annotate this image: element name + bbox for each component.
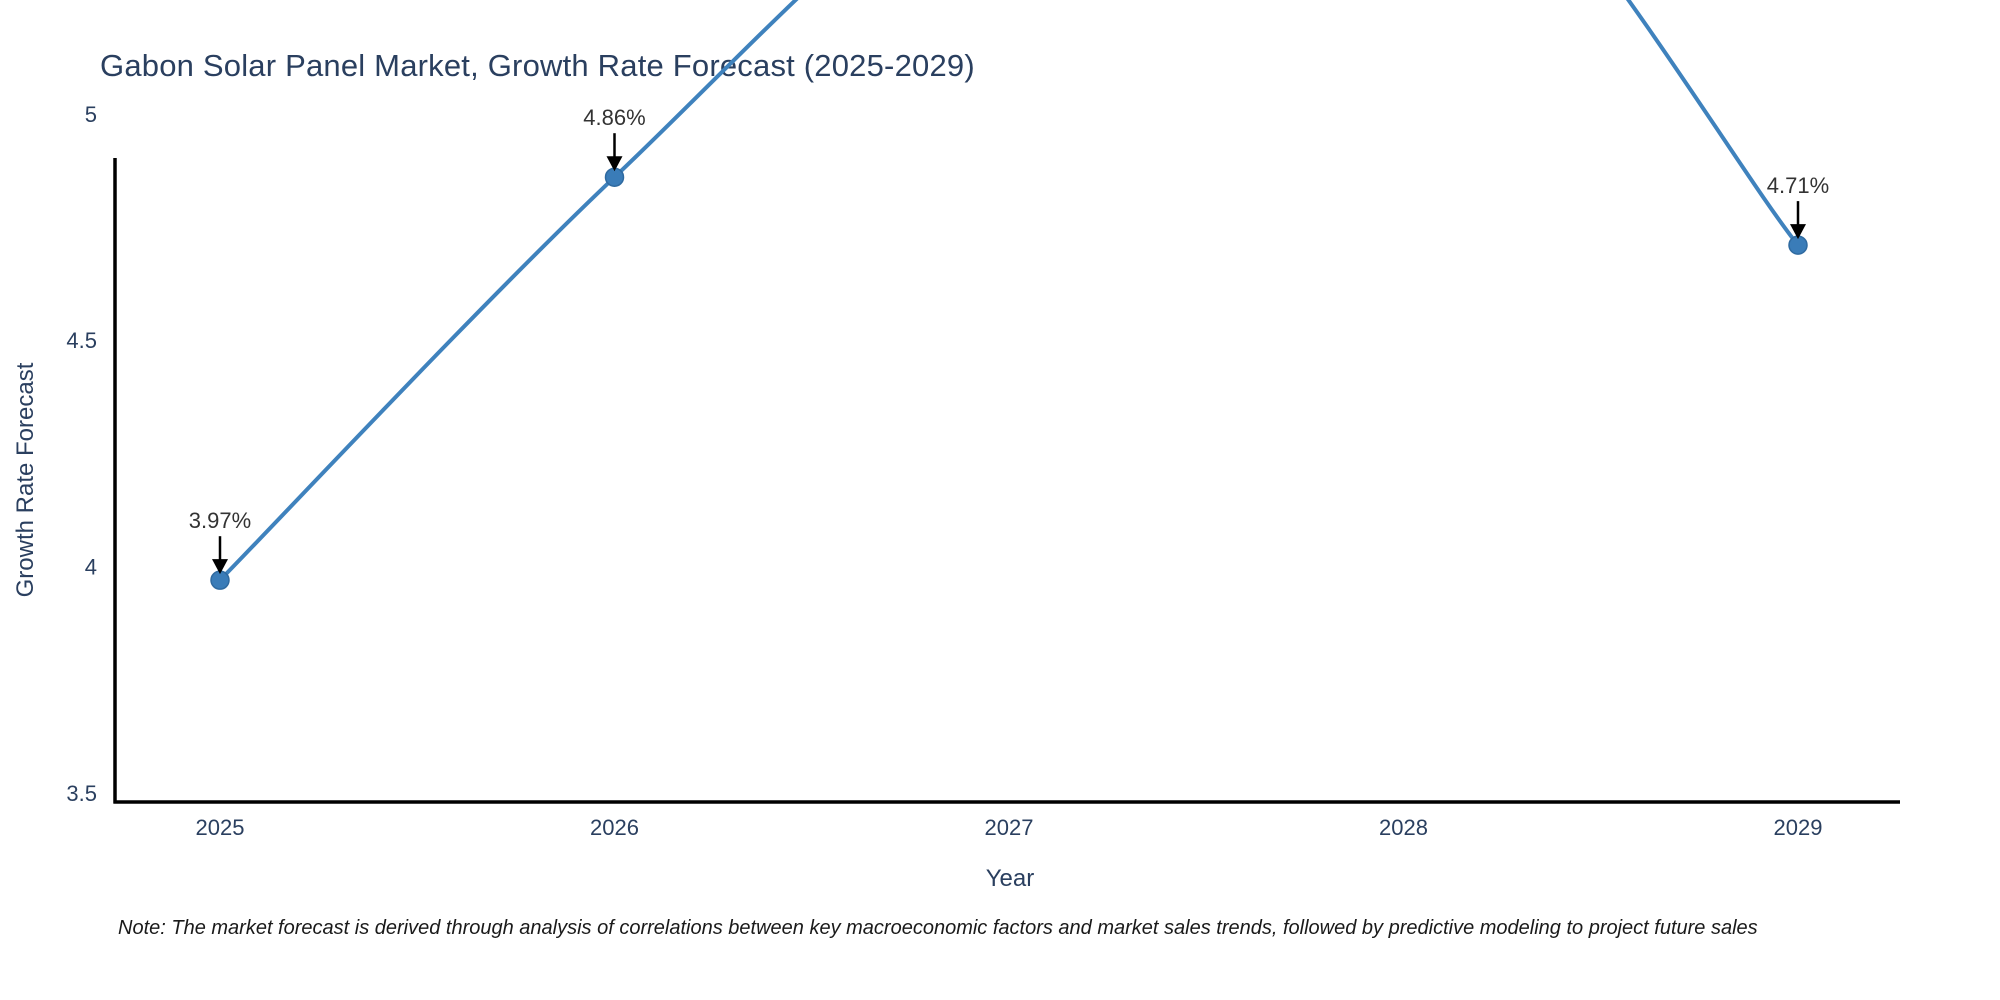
- annotation-arrowhead: [212, 559, 228, 575]
- y-axis-ticks: 3.544.555.56: [66, 102, 97, 806]
- annotation-label: 3.97%: [189, 508, 251, 533]
- annotation-label: 4.71%: [1767, 173, 1829, 198]
- x-tick-label: 2029: [1774, 815, 1823, 840]
- y-tick-label: 4.5: [66, 328, 97, 353]
- x-tick-label: 2026: [590, 815, 639, 840]
- data-series: [210, 0, 1808, 590]
- annotation-arrowhead: [606, 156, 623, 172]
- y-axis-title: Growth Rate Forecast: [12, 362, 39, 597]
- annotation-arrowhead: [1790, 224, 1806, 240]
- chart-title: Gabon Solar Panel Market, Growth Rate Fo…: [100, 48, 975, 83]
- x-tick-label: 2025: [196, 815, 245, 840]
- x-axis-title: Year: [986, 865, 1035, 892]
- footnote: Note: The market forecast is derived thr…: [118, 917, 1758, 939]
- y-tick-label: 4: [85, 555, 97, 580]
- annotation-label: 4.86%: [583, 105, 645, 130]
- x-axis-ticks: 2025 2026 2027 2028 2029: [196, 815, 1823, 840]
- point-annotations: 3.97%4.86%5.62%5.79%4.71%: [189, 105, 1829, 575]
- y-tick-label: 5: [85, 102, 97, 127]
- trend-line: [218, 0, 1800, 583]
- x-tick-label: 2028: [1379, 815, 1428, 840]
- x-tick-label: 2027: [985, 815, 1034, 840]
- y-tick-label: 3.5: [66, 781, 97, 806]
